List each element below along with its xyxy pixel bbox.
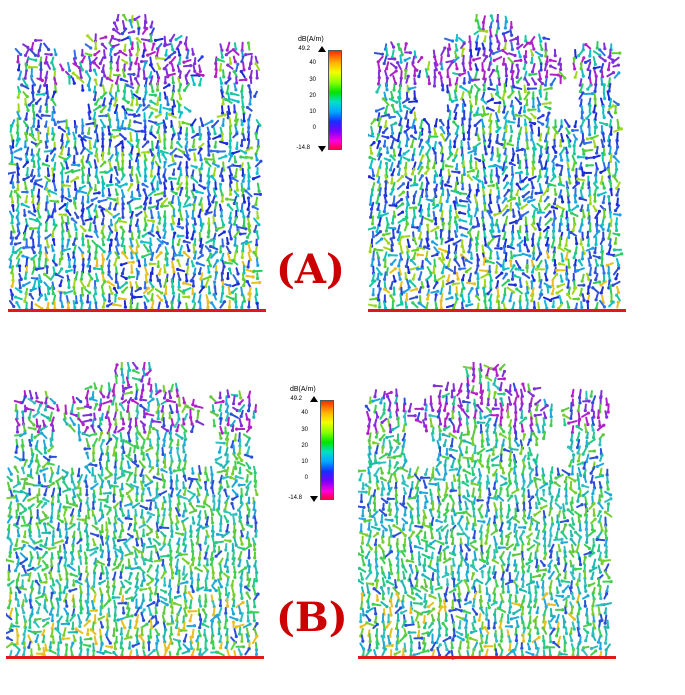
- max-marker-icon: [310, 396, 318, 402]
- colorbar-gradient: [320, 400, 334, 500]
- label-b: (B): [276, 594, 348, 641]
- vector-field: [8, 14, 263, 312]
- ground-plane: [6, 656, 264, 659]
- colorbar-min: -14.8: [296, 145, 310, 151]
- vector-field: [368, 14, 624, 312]
- colorbar-tick: 0: [304, 475, 308, 481]
- vector-field: [6, 362, 260, 660]
- colorbar-unit: dB(A/m): [298, 36, 324, 43]
- label-a: (A): [276, 246, 345, 293]
- field-plot-a-right: [368, 14, 626, 314]
- colorbar-tick: 30: [301, 427, 308, 433]
- field-plot-b-right: [358, 362, 616, 662]
- min-marker-icon: [310, 496, 318, 502]
- field-plot-b-left: [6, 362, 264, 662]
- colorbar-a: dB(A/m) 49.2 40 30 20 10 0 -14.8: [296, 36, 358, 156]
- vector-field: [358, 362, 613, 660]
- colorbar-tick: 20: [301, 443, 308, 449]
- ground-plane: [8, 309, 266, 312]
- colorbar-max: 49.2: [290, 396, 302, 402]
- colorbar-unit: dB(A/m): [290, 386, 316, 393]
- colorbar-tick: 30: [309, 77, 316, 83]
- min-marker-icon: [318, 146, 326, 152]
- field-plot-a-left: [8, 14, 266, 314]
- max-marker-icon: [318, 46, 326, 52]
- ground-plane: [368, 309, 626, 312]
- colorbar-gradient: [328, 50, 342, 150]
- colorbar-tick: 40: [309, 60, 316, 66]
- colorbar-tick: 10: [301, 459, 308, 465]
- ground-plane: [358, 656, 616, 659]
- colorbar-tick: 10: [309, 109, 316, 115]
- colorbar-min: -14.8: [288, 495, 302, 501]
- colorbar-tick: 40: [301, 410, 308, 416]
- colorbar-b: dB(A/m) 49.2 40 30 20 10 0 -14.8: [288, 386, 350, 506]
- colorbar-max: 49.2: [298, 46, 310, 52]
- colorbar-tick: 20: [309, 93, 316, 99]
- colorbar-tick: 0: [312, 125, 316, 131]
